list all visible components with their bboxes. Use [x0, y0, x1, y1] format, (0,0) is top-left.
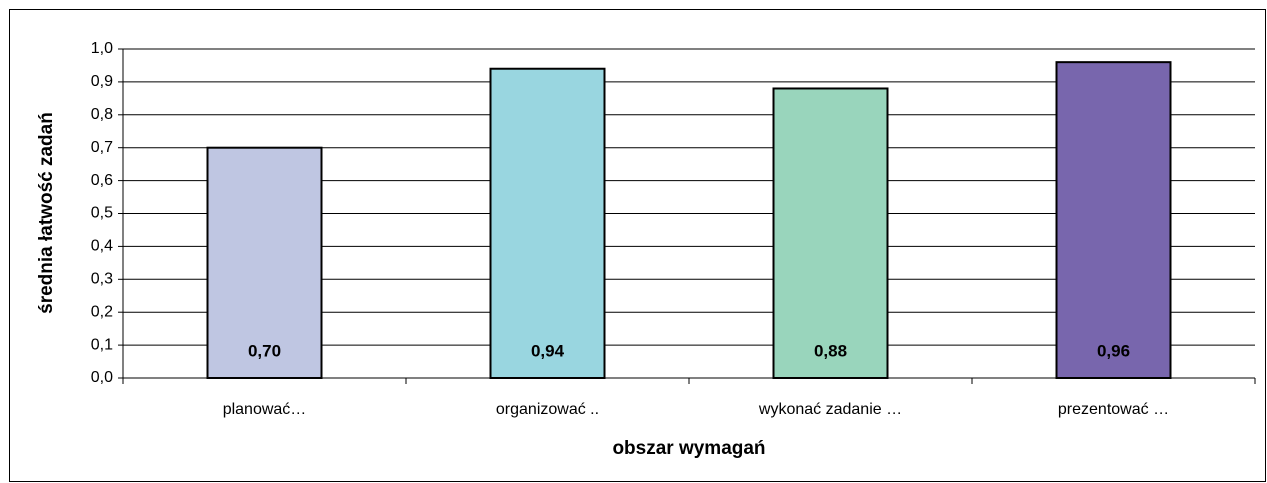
value-label: 0,94 [531, 341, 565, 360]
bar [772, 87, 889, 379]
y-tick-label: 1,0 [91, 40, 113, 57]
bar [489, 67, 606, 380]
y-tick-label: 0,4 [91, 238, 113, 255]
value-label: 0,70 [248, 341, 281, 360]
y-tick-label: 0,7 [91, 139, 113, 156]
y-tick-label: 0,2 [91, 303, 113, 320]
y-tick-label: 0,9 [91, 73, 113, 90]
y-axis-title: średnia łatwość zadań [36, 112, 57, 314]
x-tick-label: organizować .. [496, 401, 599, 418]
x-axis-title: obszar wymagań [612, 438, 765, 459]
y-tick-label: 0,3 [91, 271, 113, 288]
x-tick-label: wykonać zadanie … [758, 401, 902, 418]
y-tick-label: 0,1 [91, 336, 113, 353]
y-tick-label: 0,0 [91, 369, 113, 386]
y-tick-label: 0,6 [91, 172, 113, 189]
bar [1055, 61, 1172, 379]
y-tick-label: 0,8 [91, 106, 113, 123]
y-tick-label: 0,5 [91, 205, 113, 222]
x-tick-label: planować… [223, 401, 307, 418]
value-label: 0,96 [1097, 341, 1130, 360]
value-label: 0,88 [814, 341, 847, 360]
chart-frame [9, 9, 1266, 482]
x-tick-label: prezentować … [1058, 401, 1169, 418]
